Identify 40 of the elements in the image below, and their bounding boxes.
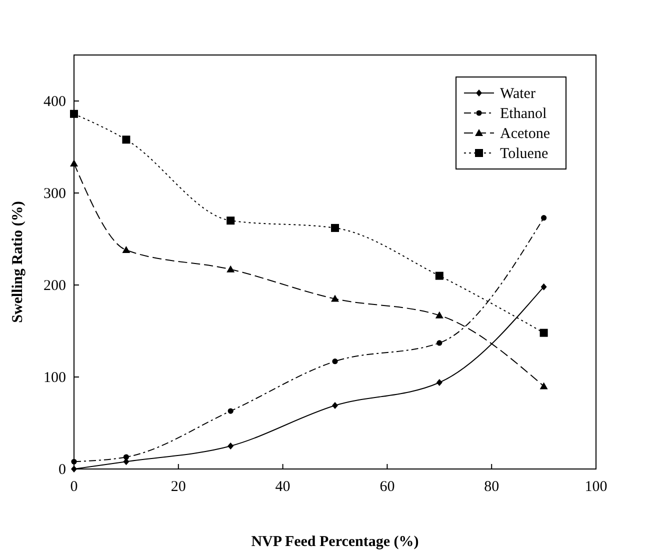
- legend-label: Acetone: [500, 126, 550, 142]
- point: [435, 272, 444, 280]
- x-axis-title: NVP Feed Percentage (%): [251, 534, 419, 550]
- point: [436, 340, 442, 346]
- point: [436, 379, 442, 386]
- point: [71, 466, 77, 472]
- point: [541, 215, 547, 221]
- point: [540, 328, 548, 337]
- point: [70, 160, 78, 167]
- y-tick-label: 200: [44, 278, 66, 294]
- point: [71, 458, 77, 464]
- x-tick-label: 20: [170, 479, 186, 495]
- y-tick-label: 400: [44, 94, 66, 110]
- x-tick-label: 80: [484, 479, 500, 495]
- x-tick-label: 100: [584, 479, 608, 495]
- point: [122, 246, 130, 254]
- legend-label: Ethanol: [500, 106, 547, 122]
- y-tick-label: 0: [58, 462, 66, 478]
- point: [226, 265, 235, 272]
- x-tick-label: 60: [380, 479, 395, 495]
- point: [332, 402, 338, 410]
- y-tick-label: 300: [44, 186, 66, 202]
- point: [70, 110, 78, 118]
- y-tick-label: 100: [44, 370, 66, 386]
- point: [123, 454, 129, 460]
- x-tick-label: 40: [275, 479, 290, 495]
- x-tick-label: 0: [70, 479, 78, 495]
- point: [228, 442, 234, 450]
- point: [540, 382, 548, 390]
- point: [226, 216, 235, 225]
- point: [122, 136, 130, 144]
- legend-label: Toluene: [500, 146, 548, 162]
- point: [540, 283, 547, 290]
- point: [331, 294, 339, 302]
- point: [435, 311, 444, 318]
- y-axis-title: Swelling Ratio (%): [10, 201, 26, 323]
- legend-label: Water: [500, 86, 536, 102]
- point: [332, 358, 338, 364]
- point: [331, 224, 339, 232]
- point: [228, 408, 234, 414]
